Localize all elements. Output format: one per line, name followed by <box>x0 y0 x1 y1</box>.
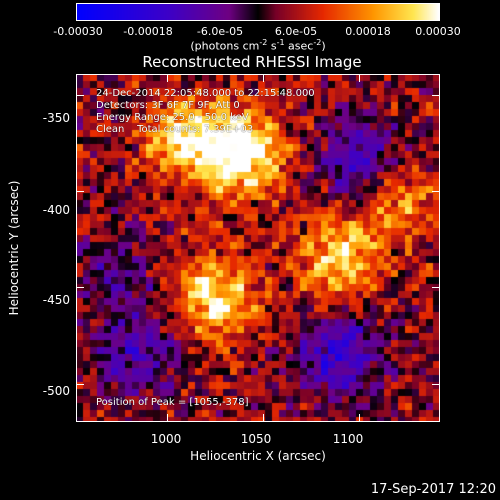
y-axis-label: Heliocentric Y (arcsec) <box>7 180 21 316</box>
x-tick-mark <box>263 74 264 82</box>
x-tick-label: 1050 <box>240 432 272 446</box>
y-tick-mark <box>432 384 440 385</box>
timestamp-footer: 17-Sep-2017 12:20 <box>370 482 496 497</box>
y-tick-mark <box>76 287 84 288</box>
heatmap-image <box>76 74 440 422</box>
y-tick-label: -400 <box>42 203 70 217</box>
colorbar-gradient <box>76 3 440 21</box>
colorbar-tick-label: -0.00018 <box>123 25 173 38</box>
peak-position-text: Position of Peak = [1055,-378] <box>96 397 249 408</box>
y-tick-label: -450 <box>42 293 70 307</box>
y-tick-mark <box>432 95 440 96</box>
colorbar-unit-label: (photons cm-2 s-1 asec-2) <box>190 38 326 53</box>
x-axis-label: Heliocentric X (arcsec) <box>190 449 326 463</box>
energy-range-text: Energy Range: 25.0 - 50.0 keV <box>96 112 249 123</box>
time-range-text: 24-Dec-2014 22:05:48.000 to 22:15:48.000 <box>96 88 315 99</box>
chart-title: Reconstructed RHESSI Image <box>142 53 362 71</box>
x-tick-label: 1100 <box>332 432 364 446</box>
y-tick-label: -500 <box>42 384 70 398</box>
y-tick-mark <box>76 384 84 385</box>
x-tick-mark <box>359 74 360 82</box>
y-tick-mark <box>432 191 440 192</box>
x-tick-mark <box>167 414 168 422</box>
clean-counts-text: Clean Total counts: 7.39E+03 <box>96 124 254 135</box>
y-tick-mark <box>432 287 440 288</box>
colorbar-tick-label: -0.00030 <box>53 25 103 38</box>
colorbar <box>76 3 440 21</box>
colorbar-tick-label: -6.0e-05 <box>196 25 244 38</box>
x-tick-label: 1000 <box>150 432 182 446</box>
colorbar-tick-label: 0.00018 <box>345 25 391 38</box>
x-tick-mark <box>167 74 168 82</box>
plot-area <box>76 74 440 422</box>
colorbar-tick-label: 6.0e-05 <box>274 25 318 38</box>
x-tick-mark <box>359 414 360 422</box>
detectors-text: Detectors: 3F 6F 7F 9F, Att 0 <box>96 100 240 111</box>
x-tick-mark <box>263 414 264 422</box>
y-tick-label: -350 <box>42 111 70 125</box>
y-tick-mark <box>76 95 84 96</box>
y-tick-mark <box>76 191 84 192</box>
colorbar-tick-label: 0.00030 <box>415 25 461 38</box>
